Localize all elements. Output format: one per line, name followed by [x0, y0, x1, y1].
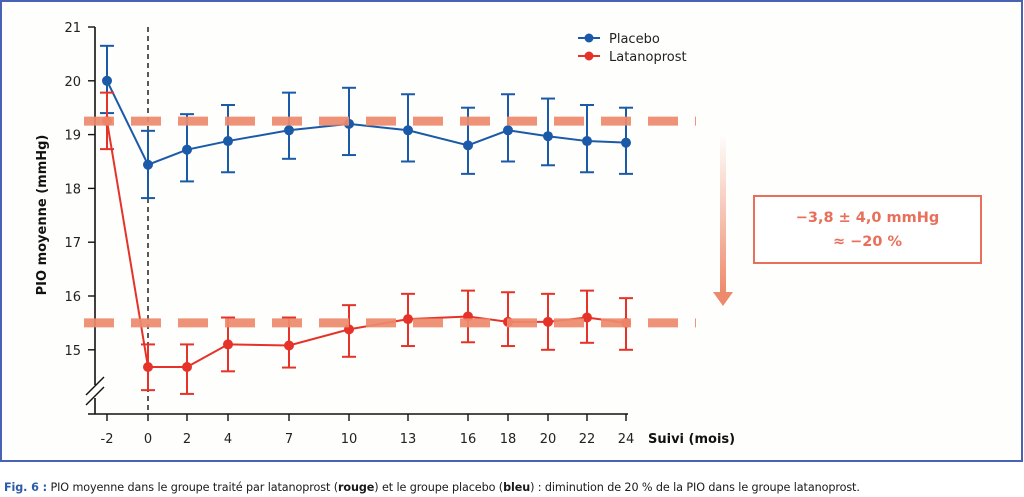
y-tick-label: 18	[64, 182, 81, 197]
x-tick-label: 2	[183, 432, 191, 447]
x-tick-label: 24	[618, 432, 635, 447]
y-tick-label: 21	[64, 21, 81, 36]
x-tick-label: 20	[540, 432, 557, 447]
x-tick-label: 22	[579, 432, 596, 447]
x-tick-label: 16	[460, 432, 477, 447]
series-placebo	[100, 44, 633, 200]
x-tick-label: 0	[144, 432, 152, 447]
y-tick-label: 16	[64, 290, 81, 305]
x-tick-label: 4	[224, 432, 232, 447]
figure-caption: Fig. 6 : PIO moyenne dans le groupe trai…	[4, 481, 860, 494]
data-point	[223, 136, 233, 147]
data-point	[182, 362, 192, 373]
y-axis-title: PIO moyenne (mmHg)	[35, 135, 50, 296]
legend: Placebo Latanoprost	[578, 32, 687, 65]
legend-marker-placebo	[584, 33, 594, 43]
data-point	[143, 362, 153, 373]
data-point	[582, 136, 592, 147]
series-group	[100, 44, 633, 395]
reduction-callout: −3,8 ± 4,0 mmHg ≈ −20 %	[753, 195, 982, 264]
data-point	[284, 340, 294, 351]
legend-marker-latanoprost	[584, 51, 594, 61]
reduction-arrow	[713, 135, 733, 306]
data-point	[463, 140, 473, 151]
series-line	[106, 80, 627, 166]
data-point	[503, 125, 513, 136]
x-axis-title: Suivi (mois)	[648, 432, 735, 447]
caption-text-3: ) : diminution de 20 % de la PIO dans le…	[530, 481, 860, 494]
caption-text-1: PIO moyenne dans le groupe traité par la…	[46, 481, 338, 494]
caption-bold-blue: bleu	[503, 481, 531, 494]
x-tick-label: 7	[285, 432, 293, 447]
callout-line-1: −3,8 ± 4,0 mmHg	[795, 210, 940, 226]
data-point	[621, 137, 631, 148]
data-point	[143, 159, 153, 170]
data-point	[403, 314, 413, 325]
y-tick-label: 17	[64, 236, 81, 251]
reference-bands-overlay	[84, 116, 696, 328]
data-point	[403, 125, 413, 136]
arrow-shaft	[720, 135, 726, 293]
y-tick-label: 20	[64, 75, 81, 90]
data-point	[102, 75, 112, 86]
arrow-head	[713, 292, 733, 306]
callout-line-2: ≈ −20 %	[832, 234, 903, 250]
x-tick-label: 13	[400, 432, 417, 447]
x-tick-label: -2	[101, 432, 114, 447]
data-point	[182, 144, 192, 155]
axis-break-mark	[85, 376, 105, 396]
data-point	[543, 316, 553, 327]
x-tick-label: 10	[341, 432, 358, 447]
caption-bold-red: rouge	[338, 481, 375, 494]
figure-label: Fig. 6 :	[4, 481, 47, 494]
data-point	[223, 339, 233, 350]
y-tick-label: 19	[64, 129, 81, 144]
y-tick-label: 15	[64, 344, 81, 359]
x-tick-label: 18	[500, 432, 517, 447]
axis-break-mark	[85, 386, 105, 406]
data-point	[543, 131, 553, 142]
legend-label-placebo: Placebo	[609, 32, 660, 47]
caption-text-2: ) et le groupe placebo (	[374, 481, 504, 494]
data-point	[582, 312, 592, 323]
data-point	[284, 125, 294, 136]
legend-label-latanoprost: Latanoprost	[609, 50, 687, 65]
